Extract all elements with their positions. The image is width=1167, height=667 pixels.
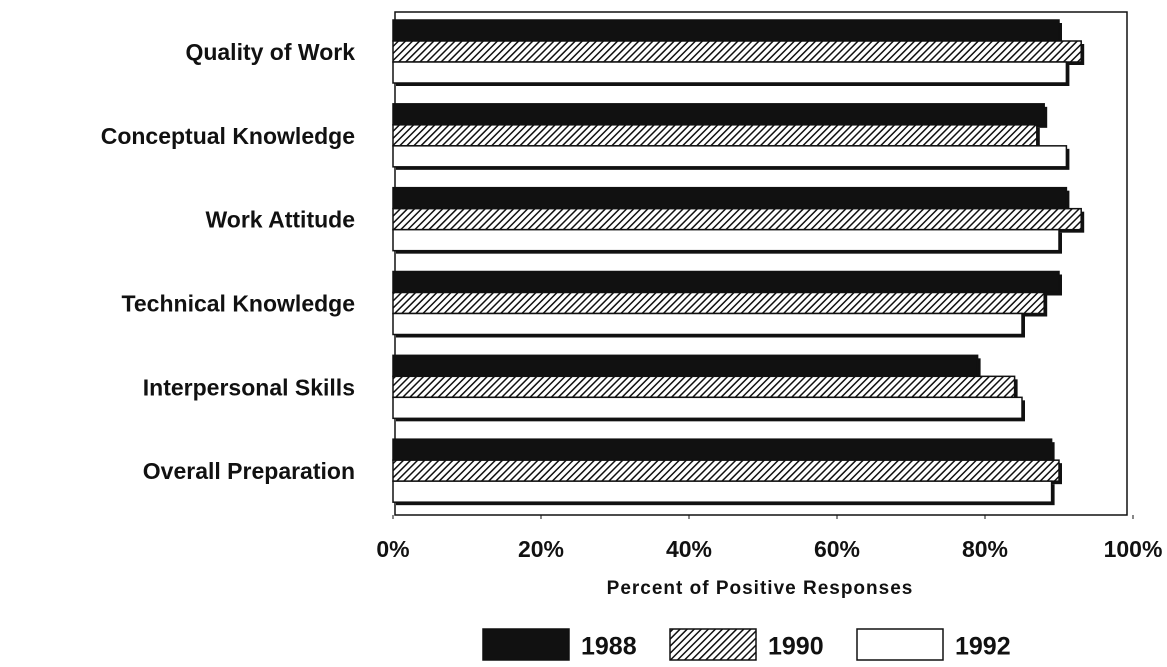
bar	[392, 459, 1060, 482]
legend-label: 1992	[955, 633, 1011, 661]
bar	[392, 186, 1068, 210]
bar	[392, 207, 1082, 231]
bar	[392, 19, 1060, 42]
legend-label: 1990	[768, 633, 824, 661]
bar	[392, 270, 1060, 294]
bar	[392, 291, 1045, 315]
x-tick-label: 100%	[1104, 536, 1163, 562]
y-tick-label: Technical Knowledge	[122, 290, 355, 316]
bar	[392, 103, 1045, 126]
bar	[392, 480, 1053, 503]
y-tick-label: Quality of Work	[185, 39, 355, 65]
x-axis-label: Percent of Positive Responses	[607, 578, 914, 599]
bar	[392, 312, 1023, 336]
legend-swatch	[856, 628, 944, 661]
y-tick-label: Interpersonal Skills	[143, 374, 355, 400]
bar	[392, 40, 1082, 63]
x-tick-label: 80%	[962, 536, 1008, 562]
x-tick-label: 60%	[814, 536, 860, 562]
x-tick-label: 0%	[376, 536, 409, 562]
y-tick-label: Conceptual Knowledge	[101, 123, 355, 149]
bar	[392, 124, 1038, 147]
y-tick-label: Work Attitude	[206, 207, 356, 233]
bar	[392, 375, 1016, 399]
legend-label: 1988	[581, 633, 637, 661]
bar	[392, 438, 1053, 461]
bar	[392, 145, 1068, 168]
x-tick-label: 40%	[666, 536, 712, 562]
legend-swatch	[669, 628, 757, 661]
plot-frame	[394, 11, 1128, 516]
legend-swatch	[482, 628, 570, 661]
bar	[392, 396, 1023, 420]
y-tick-label: Overall Preparation	[143, 458, 355, 484]
bar	[392, 61, 1068, 84]
x-tick-label: 20%	[518, 536, 564, 562]
bar	[392, 354, 979, 378]
bar	[392, 228, 1060, 252]
